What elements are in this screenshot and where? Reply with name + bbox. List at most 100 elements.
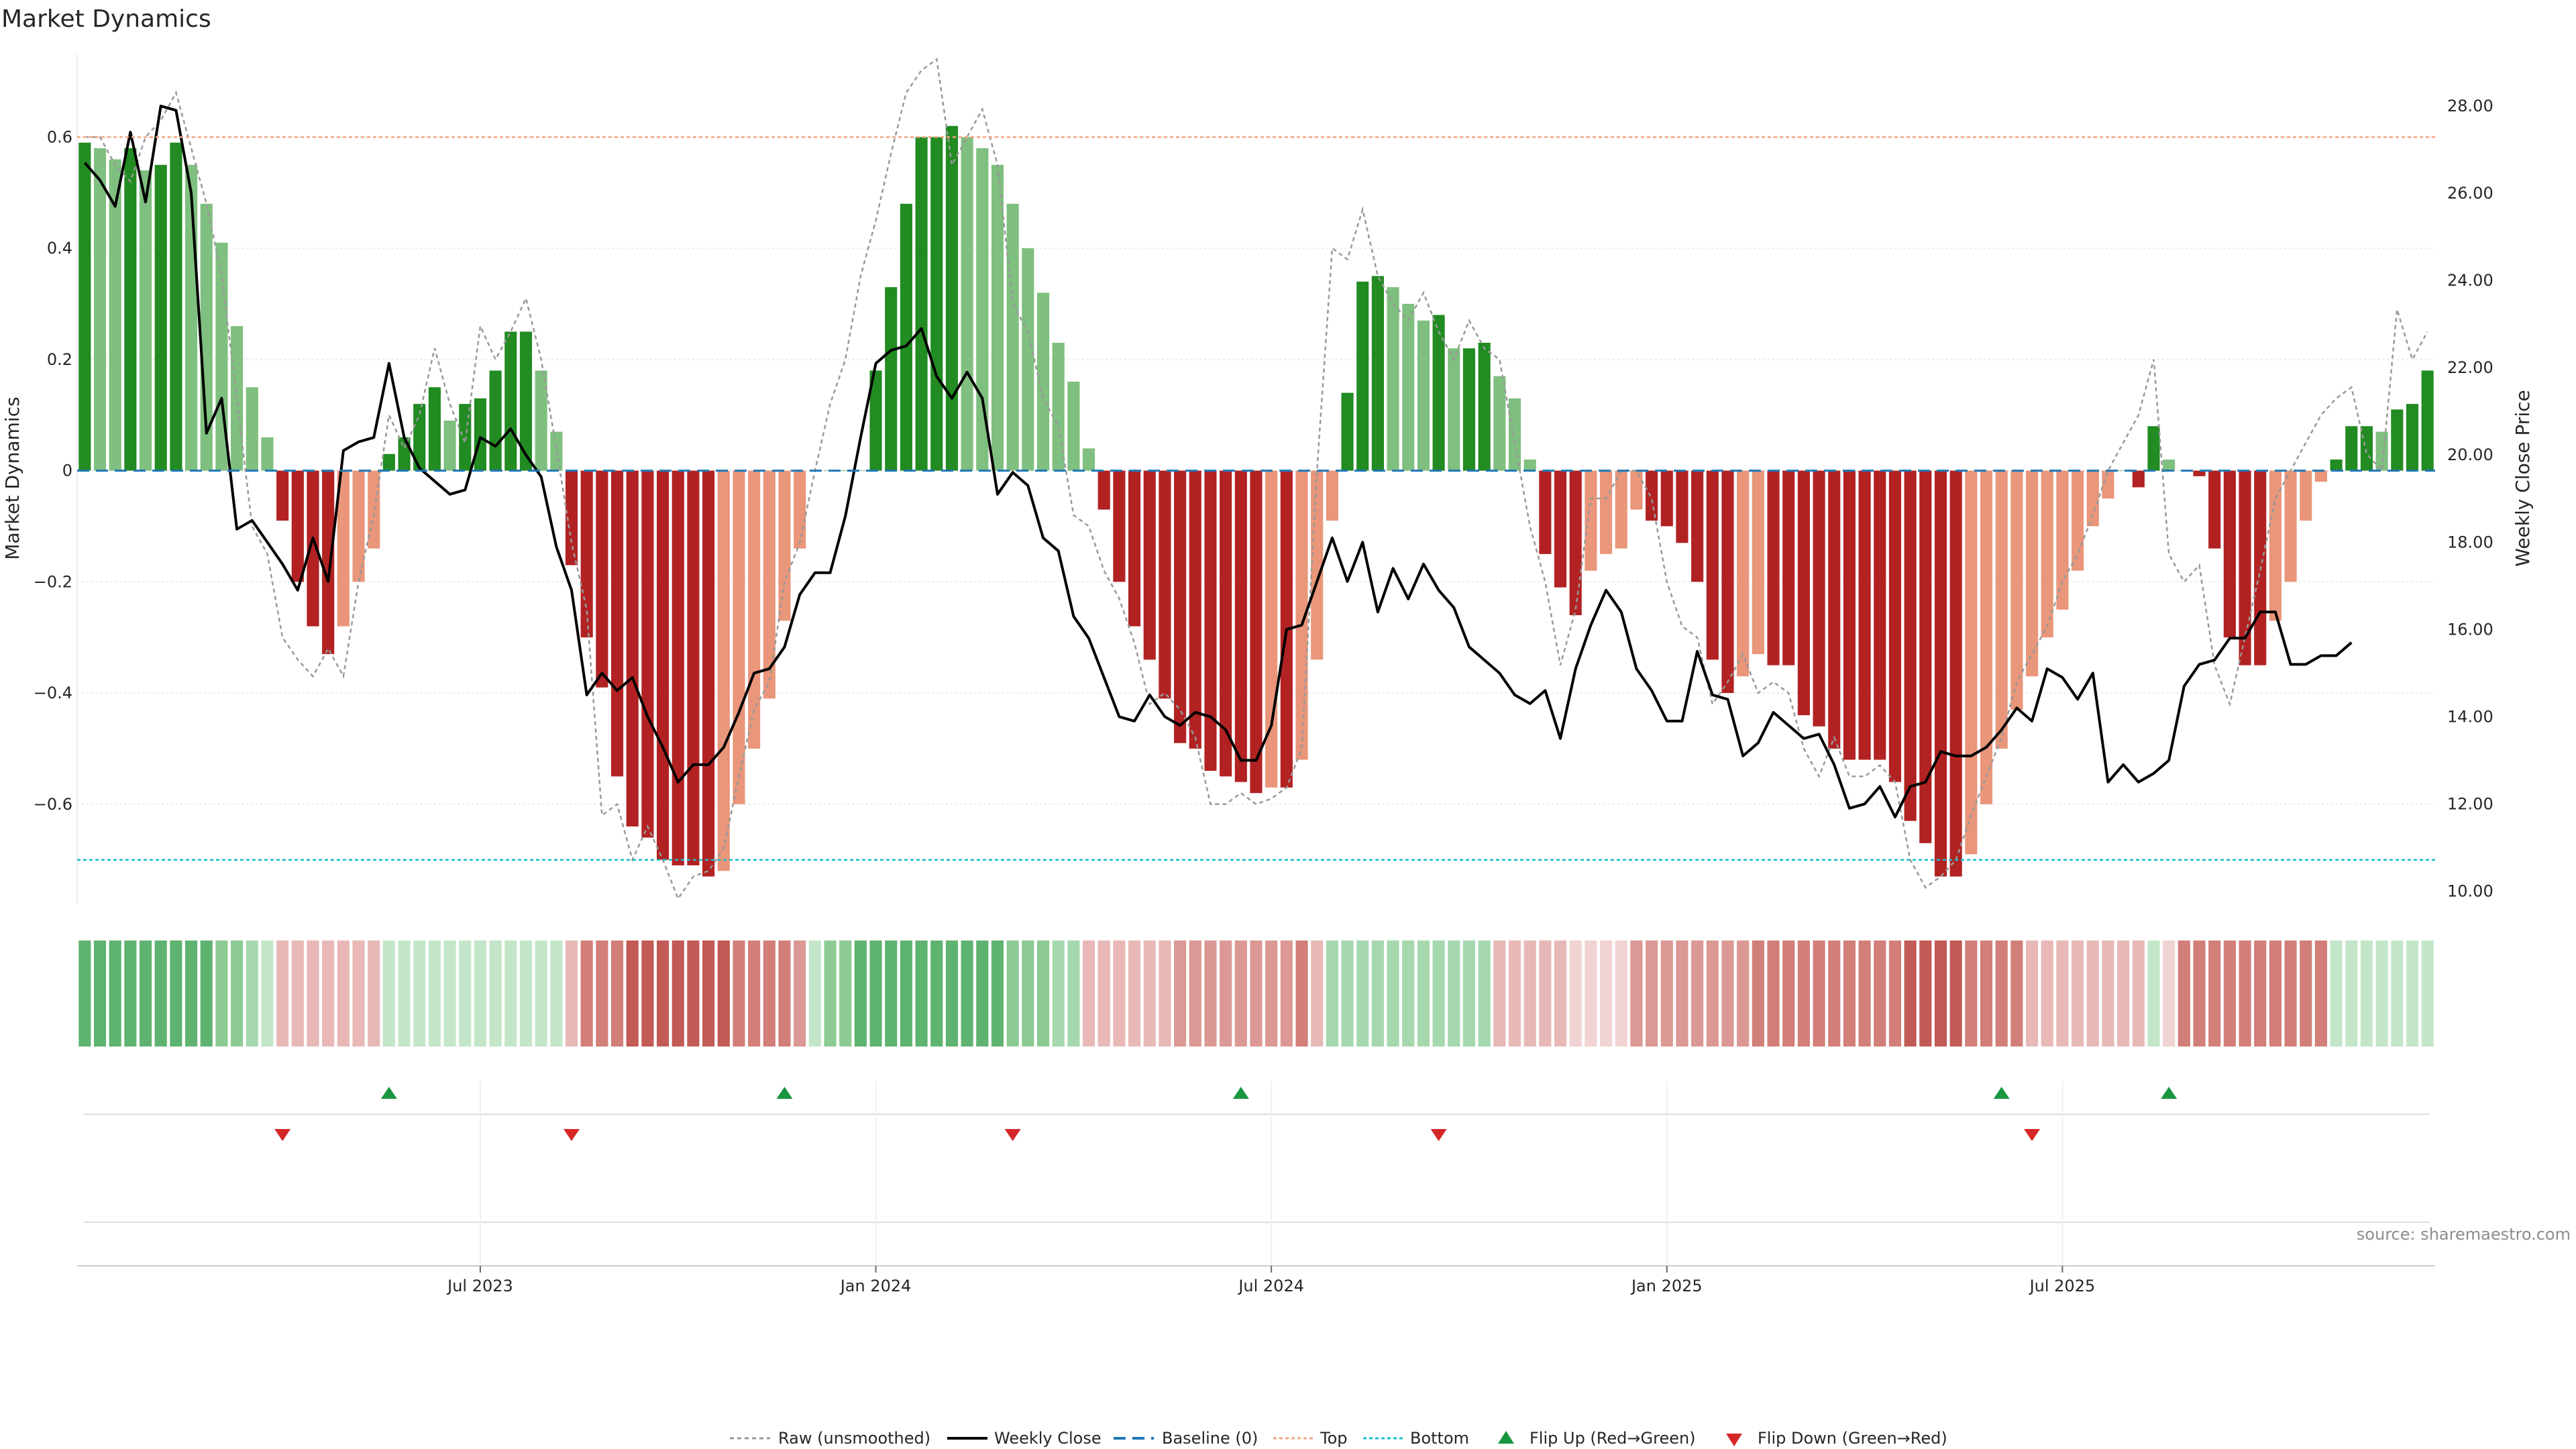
legend: Raw (unsmoothed) Weekly Close Baseline (… — [730, 1429, 1947, 1448]
market-dynamics-bar — [2345, 426, 2358, 471]
regime-strip-cell — [2010, 941, 2023, 1046]
flip-up-marker — [2161, 1087, 2178, 1099]
regime-strip-cell — [504, 941, 517, 1046]
regime-strip-cell — [1052, 941, 1065, 1046]
regime-strip-cell — [794, 941, 806, 1046]
regime-strip-cell — [1828, 941, 1841, 1046]
regime-strip-cell — [763, 941, 775, 1046]
regime-strip-cell — [1858, 941, 1871, 1046]
x-tick-label: Jul 2025 — [2029, 1277, 2096, 1295]
market-dynamics-bar — [154, 164, 167, 471]
market-dynamics-bar — [2360, 426, 2373, 471]
market-dynamics-bar — [915, 137, 928, 471]
market-dynamics-bar — [1676, 470, 1688, 543]
regime-strip-cell — [733, 941, 745, 1046]
regime-strip-cell — [1523, 941, 1536, 1046]
regime-strip-cell — [519, 941, 533, 1046]
regime-strip-cell — [2239, 941, 2251, 1046]
market-dynamics-bar — [1767, 470, 1780, 665]
regime-strip-cell — [428, 941, 441, 1046]
regime-strip-cell — [124, 941, 137, 1046]
regime-strip-cell — [1965, 941, 1978, 1046]
regime-strip-cell — [2375, 941, 2388, 1046]
market-dynamics-bar — [1797, 470, 1810, 716]
market-dynamics-bar — [1980, 470, 1993, 804]
regime-strip-cell — [900, 941, 912, 1046]
regime-strip-cell — [291, 941, 304, 1046]
regime-strip-cell — [443, 941, 456, 1046]
market-dynamics-bar — [1311, 470, 1324, 660]
regime-strip-cell — [93, 941, 107, 1046]
regime-strip-cell — [368, 941, 380, 1046]
market-dynamics-bar — [945, 125, 959, 471]
regime-strip-cell — [1934, 941, 1947, 1046]
y-tick-label-left: −0.4 — [34, 684, 72, 702]
market-dynamics-bar — [1052, 342, 1065, 471]
regime-strip-cell — [930, 941, 943, 1046]
regime-strip-cell — [398, 941, 411, 1046]
y-tick-label-left: 0.4 — [47, 239, 72, 258]
market-dynamics-bar — [1493, 376, 1506, 471]
y-tick-label-right: 10.00 — [2447, 881, 2493, 900]
market-dynamics-bar — [1159, 470, 1171, 699]
market-dynamics-bar — [2406, 404, 2419, 471]
regime-strip-cell — [276, 941, 289, 1046]
regime-strip-cell — [474, 941, 487, 1046]
regime-strip-cell — [1371, 941, 1384, 1046]
regime-strip-cell — [2254, 941, 2267, 1046]
regime-strip-cell — [2345, 941, 2358, 1046]
regime-strip-cell — [1204, 941, 1217, 1046]
regime-strip-cell — [2147, 941, 2160, 1046]
market-dynamics-bar — [869, 370, 882, 471]
market-dynamics-bar — [1097, 470, 1110, 510]
market-dynamics-bar — [763, 470, 775, 699]
regime-strip-cell — [352, 941, 365, 1046]
regime-strip-cell — [1737, 941, 1750, 1046]
market-dynamics-bar — [2269, 470, 2282, 621]
regime-strip-cell — [1919, 941, 1932, 1046]
regime-strip-cell — [1143, 941, 1156, 1046]
regime-strip-cell — [261, 941, 274, 1046]
regime-strip-cell — [672, 941, 684, 1046]
market-dynamics-bar — [1843, 470, 1856, 760]
market-dynamics-bar — [565, 470, 578, 566]
market-dynamics-bar — [1965, 470, 1978, 855]
market-dynamics-bar — [1949, 470, 1962, 877]
regime-strip-cell — [185, 941, 198, 1046]
weekly-close-line — [83, 105, 2353, 818]
regime-strip-cell — [1448, 941, 1460, 1046]
market-dynamics-bar — [550, 431, 563, 471]
market-dynamics-bar — [474, 398, 487, 471]
market-dynamics-bar — [672, 470, 684, 865]
market-dynamics-bar — [580, 470, 593, 638]
regime-strip-cell — [1036, 941, 1050, 1046]
regime-strip-cell — [915, 941, 928, 1046]
market-dynamics-bar — [1371, 276, 1384, 471]
market-dynamics-bar — [1265, 470, 1278, 788]
y-tick-label-right: 12.00 — [2447, 794, 2493, 813]
legend-bottom-label: Bottom — [1410, 1429, 1469, 1448]
regime-strip-cell — [1874, 941, 1886, 1046]
regime-strip-cell — [1585, 941, 1597, 1046]
regime-strip-cell — [1797, 941, 1810, 1046]
x-tick-label: Jan 2025 — [1630, 1277, 1703, 1295]
regime-strip-cell — [2025, 941, 2039, 1046]
market-dynamics-bar — [170, 142, 182, 471]
market-dynamics-bar — [337, 470, 350, 627]
regime-strip-cell — [200, 941, 213, 1046]
regime-strip-cell — [1676, 941, 1688, 1046]
regime-strip-cell — [1280, 941, 1293, 1046]
regime-strip-cell — [1402, 941, 1415, 1046]
market-dynamics-bar — [1341, 392, 1354, 471]
market-dynamics-bar — [1660, 470, 1673, 527]
market-dynamics-bar — [535, 370, 547, 471]
regime-strip-cell — [307, 941, 319, 1046]
regime-strip-cell — [459, 941, 472, 1046]
regime-strip-cell — [610, 941, 624, 1046]
regime-strip-cell — [2072, 941, 2084, 1046]
regime-strip-cell — [2391, 941, 2404, 1046]
y-tick-label-right: 18.00 — [2447, 533, 2493, 551]
regime-strip-cell — [1387, 941, 1399, 1046]
regime-strip-cell — [1265, 941, 1278, 1046]
